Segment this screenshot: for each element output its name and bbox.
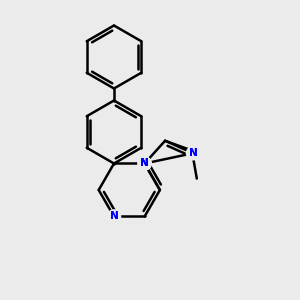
Circle shape [107,210,121,223]
Text: N: N [189,148,197,158]
Text: N: N [140,158,149,169]
Text: N: N [140,158,149,169]
Circle shape [138,157,151,170]
Text: N: N [189,148,197,158]
Circle shape [138,157,151,170]
Circle shape [186,147,200,160]
Text: N: N [140,158,149,169]
Text: N: N [110,212,118,221]
Text: N: N [110,212,118,221]
Text: N: N [140,158,149,169]
